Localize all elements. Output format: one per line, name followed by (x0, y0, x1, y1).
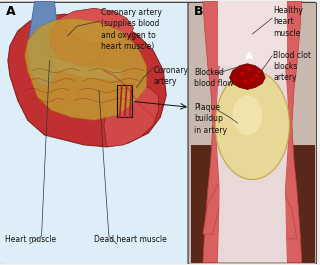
Ellipse shape (247, 68, 252, 72)
Text: Coronary
artery: Coronary artery (153, 66, 188, 86)
Text: Plaque
buildup
in artery: Plaque buildup in artery (194, 103, 227, 135)
Polygon shape (216, 1, 289, 263)
Polygon shape (47, 36, 124, 81)
Ellipse shape (240, 72, 245, 76)
Ellipse shape (250, 78, 255, 82)
Text: Healthy
heart
muscle: Healthy heart muscle (273, 6, 303, 38)
Ellipse shape (254, 74, 259, 78)
Polygon shape (8, 14, 166, 147)
Bar (117, 86, 132, 117)
Ellipse shape (243, 80, 248, 83)
Text: B: B (194, 5, 204, 18)
Polygon shape (104, 87, 158, 147)
Polygon shape (285, 1, 302, 263)
Polygon shape (203, 184, 226, 234)
Text: Heart muscle: Heart muscle (5, 235, 56, 244)
Polygon shape (203, 1, 220, 263)
Polygon shape (28, 1, 60, 86)
Text: Coronary artery
(supplies blood
and oxygen to
heart muscle): Coronary artery (supplies blood and oxyg… (101, 8, 162, 51)
Ellipse shape (233, 95, 262, 135)
Polygon shape (60, 8, 133, 44)
Ellipse shape (215, 71, 290, 179)
Text: Blood clot
blocks
artery: Blood clot blocks artery (273, 51, 311, 82)
Text: A: A (6, 5, 16, 18)
Polygon shape (191, 145, 315, 263)
Ellipse shape (257, 70, 262, 74)
Polygon shape (229, 64, 265, 90)
Polygon shape (218, 1, 287, 66)
Text: Dead heart muscle: Dead heart muscle (94, 235, 167, 244)
Polygon shape (272, 184, 297, 239)
Text: Blocked
blood flow: Blocked blood flow (194, 68, 234, 88)
Polygon shape (25, 18, 147, 120)
Polygon shape (50, 18, 107, 66)
FancyBboxPatch shape (0, 2, 191, 265)
FancyBboxPatch shape (188, 2, 317, 265)
